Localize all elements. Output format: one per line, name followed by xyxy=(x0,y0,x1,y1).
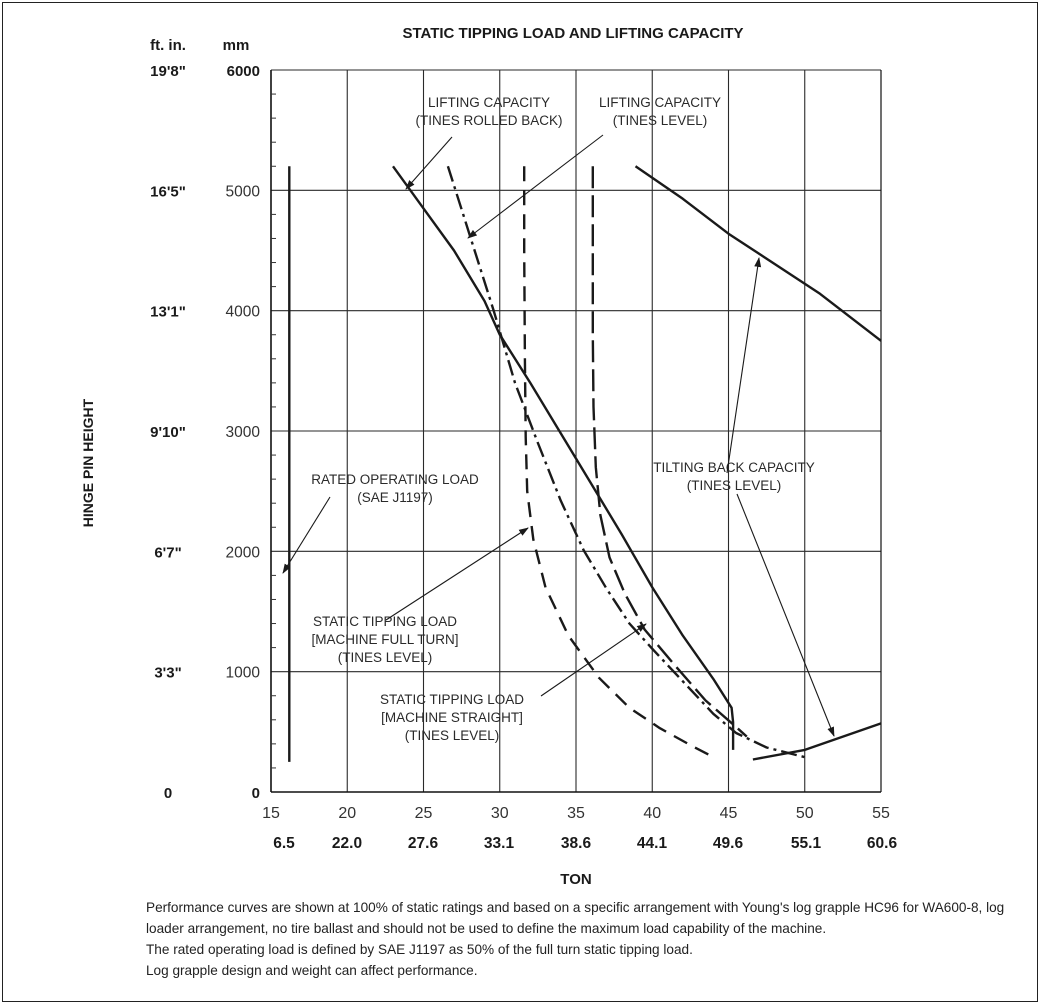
annotation-leader-arrow xyxy=(282,496,331,574)
annotation-text: LIFTING CAPACITY xyxy=(599,95,721,110)
annotation-leader-arrow xyxy=(467,134,604,239)
lifting-capacity-tines-level-line xyxy=(446,165,810,760)
y-axis-label: HINGE PIN HEIGHT xyxy=(80,398,96,527)
y-tick-label-ftin: 13'1" xyxy=(150,304,186,321)
y-unit-header-ftin: ft. in. xyxy=(150,37,186,54)
y-tick-label-ftin: 0 xyxy=(164,785,172,802)
note-performance: Performance curves are shown at 100% of … xyxy=(146,900,1005,936)
x-tick-label: 55 xyxy=(872,805,890,822)
tilting-back-capacity-line xyxy=(634,165,882,342)
annotation-leader-arrow xyxy=(385,527,529,621)
grid xyxy=(271,69,881,792)
y-tick-label-ftin: 9'10" xyxy=(150,424,186,441)
y-tick-label-mm: 3000 xyxy=(226,424,261,441)
y-tick-label-mm: 0 xyxy=(252,785,260,802)
x-tick-label: 30 xyxy=(491,805,509,822)
x-tick-label: 25 xyxy=(415,805,433,822)
annotation-text: [MACHINE FULL TURN] xyxy=(311,632,458,647)
x-tick-label-secondary: 33.1 xyxy=(484,835,515,852)
gridlines xyxy=(271,69,881,792)
x-tick-label-secondary: 27.6 xyxy=(408,835,439,852)
y-tick-label-ftin: 6'7" xyxy=(154,544,181,561)
tilting-back-capacity-line xyxy=(752,722,882,761)
annotation-text: (TINES ROLLED BACK) xyxy=(415,113,562,128)
annotation-text: (SAE J1197) xyxy=(357,490,433,505)
x-tick-label: 15 xyxy=(262,805,280,822)
annotation-text: (TINES LEVEL) xyxy=(405,728,500,743)
x-tick-label: 20 xyxy=(338,805,356,822)
annotation-text: LIFTING CAPACITY xyxy=(428,95,550,110)
tipping-load-chart: STATIC TIPPING LOAD AND LIFTING CAPACITY… xyxy=(80,25,898,888)
annotation-text: RATED OPERATING LOAD xyxy=(311,472,479,487)
x-tick-label-secondary: 6.5 xyxy=(273,835,295,852)
y-tick-label-mm: 6000 xyxy=(227,63,260,80)
lifting-capacity-rolled-back-line xyxy=(392,165,735,750)
annotation-leader-arrow xyxy=(726,257,762,474)
x-axis-label: TON xyxy=(560,871,591,888)
annotation-leader-arrow xyxy=(540,623,647,697)
series-group xyxy=(288,165,882,762)
x-tick-label-secondary: 49.6 xyxy=(713,835,744,852)
annotation-leader-arrow xyxy=(736,493,835,737)
static-tipping-straight-line xyxy=(591,166,748,738)
annotation-text: STATIC TIPPING LOAD xyxy=(380,692,524,707)
y-tick-label-mm: 5000 xyxy=(226,183,261,200)
annotations: LIFTING CAPACITY (TINES ROLLED BACK) LIFTI… xyxy=(282,95,835,743)
footnotes: Performance curves are shown at 100% of … xyxy=(146,897,1026,981)
x-tick-label-secondary: 60.6 xyxy=(867,835,898,852)
y-tick-label-mm: 1000 xyxy=(226,665,261,682)
y-tick-label-mm: 2000 xyxy=(226,544,261,561)
annotation-text: (TINES LEVEL) xyxy=(687,478,782,493)
y-tick-label-ftin: 19'8" xyxy=(150,63,186,80)
x-tick-label-secondary: 22.0 xyxy=(332,835,362,852)
annotation-text: STATIC TIPPING LOAD xyxy=(313,614,457,629)
note-grapple: Log grapple design and weight can affect… xyxy=(146,963,478,978)
y-tick-label-ftin: 3'3" xyxy=(154,665,181,682)
y-tick-label-mm: 4000 xyxy=(226,304,261,321)
x-tick-label-secondary: 55.1 xyxy=(791,835,822,852)
x-tick-label-secondary: 44.1 xyxy=(637,835,668,852)
annotation-text: TILTING BACK CAPACITY xyxy=(653,460,815,475)
annotation-text: (TINES LEVEL) xyxy=(338,650,433,665)
y-tick-label-ftin: 16'5" xyxy=(150,183,186,200)
y-unit-header-mm: mm xyxy=(223,37,250,54)
x-tick-label: 50 xyxy=(796,805,814,822)
x-tick-label: 45 xyxy=(720,805,738,822)
x-tick-label-secondary: 38.6 xyxy=(561,835,592,852)
chart-title: STATIC TIPPING LOAD AND LIFTING CAPACITY xyxy=(402,25,743,42)
annotation-text: [MACHINE STRAIGHT] xyxy=(381,710,523,725)
static-tipping-full-turn-line xyxy=(523,166,714,759)
annotation-leader-arrow xyxy=(405,136,453,190)
x-tick-label: 40 xyxy=(643,805,661,822)
note-rated-load: The rated operating load is defined by S… xyxy=(146,942,693,957)
annotation-text: (TINES LEVEL) xyxy=(613,113,708,128)
x-tick-label: 35 xyxy=(567,805,585,822)
